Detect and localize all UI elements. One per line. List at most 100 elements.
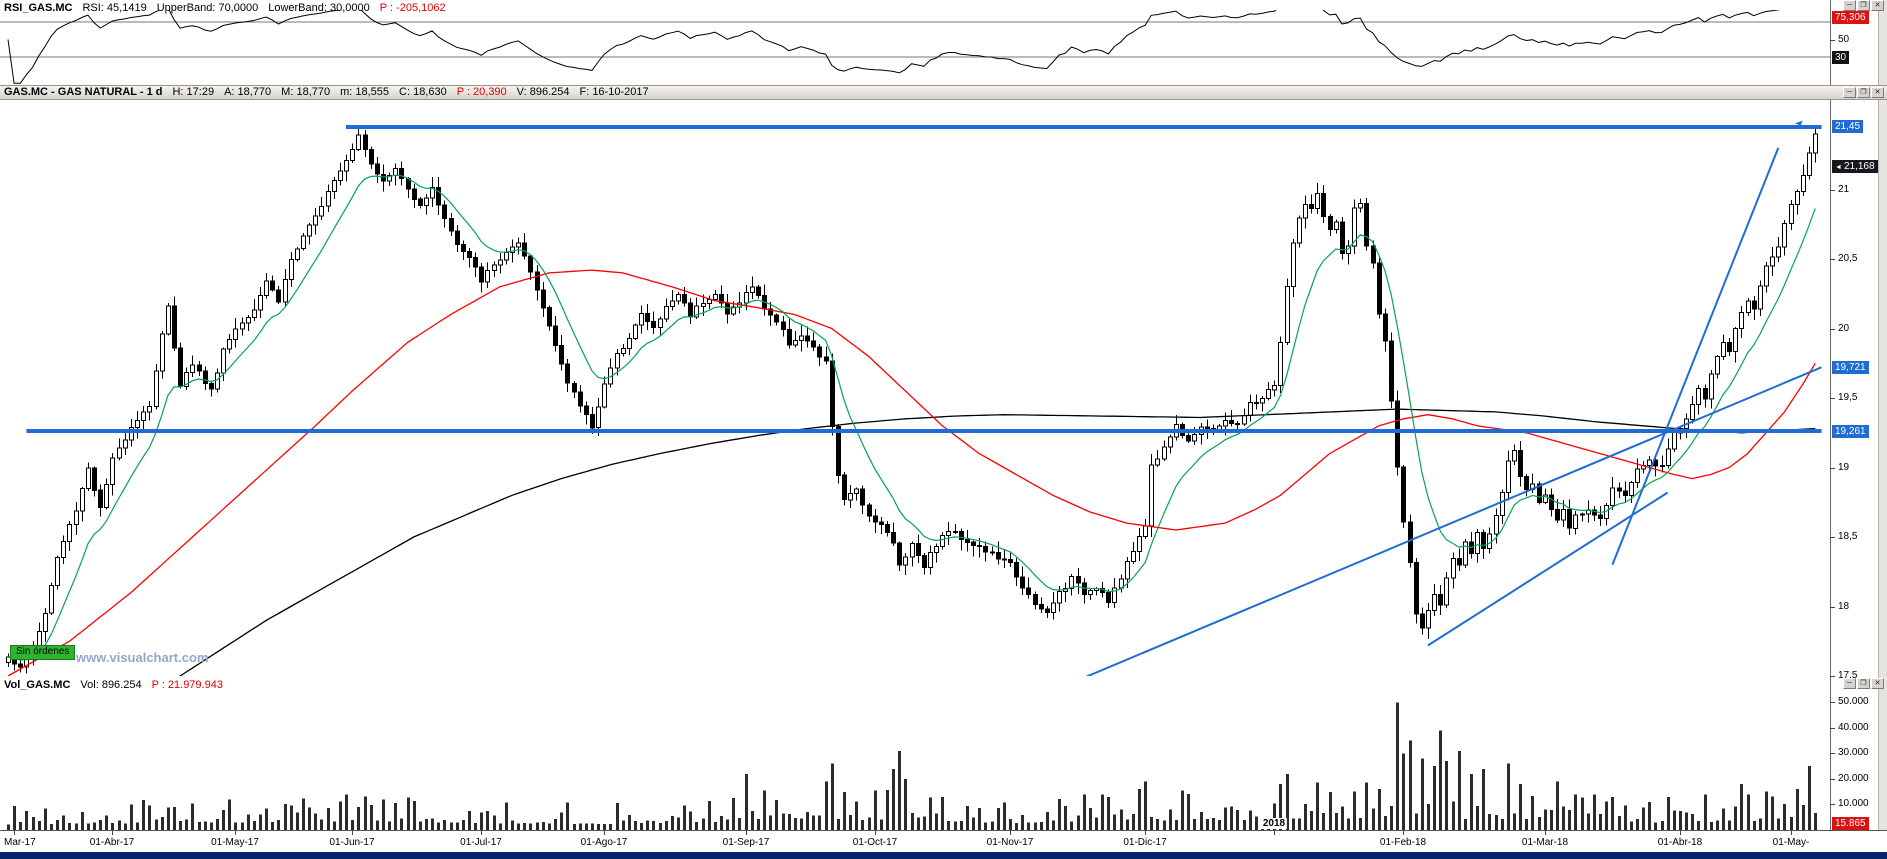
price-axis-border — [1830, 0, 1831, 830]
volume-label: V: 896.254 — [516, 86, 570, 98]
date-tick-label: 01-Mar-18 — [1521, 837, 1569, 848]
rsi-value-label: RSI: 45,1419 — [82, 2, 147, 14]
rsi-p-label: P : -205,1062 — [379, 2, 446, 14]
volume-tick-label: 10.000 — [1838, 798, 1869, 809]
ma-fast-green-line — [7, 174, 1816, 661]
rsi-mid-tick-label: 50 — [1838, 34, 1850, 45]
vol-value-label: Vol: 896.254 — [80, 679, 142, 691]
date-axis: Mar-17 01-Abr-17 01-May-17 01-Jun-17 01-Jul-… — [0, 818, 1887, 853]
date-tick-label: 01-Feb-18 — [1379, 837, 1427, 848]
date-tick — [1791, 831, 1792, 835]
volume-plot — [7, 702, 1817, 830]
ma-mid-red-line — [7, 269, 1816, 676]
candles-down — [12, 134, 1757, 668]
rsi-plot — [0, 10, 1830, 84]
date-tick-label: 01-May- — [1772, 837, 1810, 848]
main-restore-button[interactable]: ❐ — [1857, 87, 1870, 98]
main-symbol-title: GAS.MC - GAS NATURAL - 1 d — [4, 86, 163, 98]
volume-tick-label: 20.000 — [1838, 773, 1869, 784]
date-tick — [352, 831, 353, 835]
rsi-lowerband-label: LowerBand: 30,0000 — [268, 2, 370, 14]
rsi-restore-button[interactable]: ❐ — [1857, 0, 1870, 11]
volume-tick — [1830, 702, 1835, 703]
volume-tick — [1830, 779, 1835, 780]
vol-restore-button[interactable]: ❐ — [1857, 678, 1870, 689]
volume-tick-label: 40.000 — [1838, 722, 1869, 733]
rsi-panel-header: RSI_GAS.MC RSI: 45,1419 UpperBand: 70,0000… — [4, 2, 456, 14]
visualchart-watermark: www.visualchart.com — [76, 650, 209, 665]
volume-tick — [1830, 728, 1835, 729]
date-tick — [1545, 831, 1546, 835]
candle-wicks — [8, 125, 1816, 674]
trendline-3[interactable] — [1611, 147, 1780, 566]
price-tick-label: 20 — [1838, 323, 1850, 334]
date-tick — [1403, 831, 1404, 835]
rsi-line — [7, 10, 1780, 84]
rsi-minimize-button[interactable]: ─ — [1843, 0, 1856, 11]
drawing-value-badge: 19,261 — [1832, 425, 1869, 438]
date-tick — [1274, 831, 1275, 835]
price-tick-label: 17,5 — [1838, 670, 1858, 681]
ma-slow-black-line — [178, 408, 1816, 676]
date-tick-label: 01-May-17 — [211, 837, 259, 848]
date-tick — [746, 831, 747, 835]
price-tick — [1830, 676, 1835, 677]
date-tick — [604, 831, 605, 835]
date-tick — [481, 831, 482, 835]
date-tick — [235, 831, 236, 835]
bottom-taskbar-strip — [0, 852, 1887, 859]
session-time-label: H: 17:29 — [172, 86, 215, 98]
date-tick — [1010, 831, 1011, 835]
date-tick-label: Mar-17 — [4, 837, 36, 848]
main-window-buttons: ─ ❐ ✕ — [1843, 87, 1884, 98]
volume-bars — [7, 702, 1817, 830]
main-plot — [6, 125, 1822, 683]
main-chart-titlebar[interactable]: GAS.MC - GAS NATURAL - 1 d H: 17:29 A: 18,… — [0, 85, 1887, 100]
volume-window-buttons: ─ ❐ ✕ — [1843, 678, 1884, 689]
vol-symbol-label: Vol_GAS.MC — [4, 679, 71, 691]
price-tick — [1830, 468, 1835, 469]
right-scrollbar[interactable] — [1878, 0, 1887, 852]
rsi-current-badge: 75,306 — [1832, 11, 1869, 24]
main-close-button[interactable]: ✕ — [1871, 87, 1884, 98]
date-label: F: 16-10-2017 — [579, 86, 649, 98]
rsi-close-button[interactable]: ✕ — [1871, 0, 1884, 11]
date-tick-label: 01-Abr-18 — [1657, 837, 1703, 848]
date-tick-label: 01-Dic-17 — [1123, 837, 1167, 848]
date-tick-label: 01-Sep-17 — [722, 837, 770, 848]
price-tick-label: 20,5 — [1838, 253, 1858, 264]
position-label: P : 20,390 — [456, 86, 507, 98]
trendline-2[interactable] — [1427, 491, 1669, 647]
open-label: A: 18,770 — [224, 86, 272, 98]
volume-current-badge: 15.865 — [1832, 817, 1869, 830]
last-price-arrow-icon: ◄ — [1835, 164, 1842, 171]
drawing-value-badge: 21,45 — [1832, 120, 1864, 133]
price-tick — [1830, 190, 1835, 191]
price-tick — [1830, 259, 1835, 260]
rsi-upperband-label: UpperBand: 70,0000 — [156, 2, 259, 14]
date-tick — [875, 831, 876, 835]
price-tick — [1830, 537, 1835, 538]
date-tick-label: 01-Nov-17 — [986, 837, 1034, 848]
drawing-value-badge: 19,721 — [1832, 361, 1869, 374]
trendline-1[interactable] — [1071, 366, 1822, 683]
price-tick-label: 19 — [1838, 462, 1850, 473]
date-tick — [14, 831, 15, 835]
volume-tick — [1830, 804, 1835, 805]
vol-minimize-button[interactable]: ─ — [1843, 678, 1856, 689]
date-tick-label: 01-Jun-17 — [329, 837, 375, 848]
vol-close-button[interactable]: ✕ — [1871, 678, 1884, 689]
main-minimize-button[interactable]: ─ — [1843, 87, 1856, 98]
close-label: C: 18,630 — [399, 86, 447, 98]
price-tick-label: 18,5 — [1838, 531, 1858, 542]
rsi-mid-tick — [1830, 40, 1835, 41]
price-tick-label: 19,5 — [1838, 392, 1858, 403]
volume-tick — [1830, 753, 1835, 754]
rsi-symbol-label: RSI_GAS.MC — [4, 2, 73, 14]
date-tick-label: 01-Ago-17 — [580, 837, 628, 848]
orders-status-badge[interactable]: Sin órdenes — [10, 645, 76, 660]
date-tick-label: 01-Jul-17 — [460, 837, 502, 848]
price-tick-label: 21 — [1838, 184, 1850, 195]
